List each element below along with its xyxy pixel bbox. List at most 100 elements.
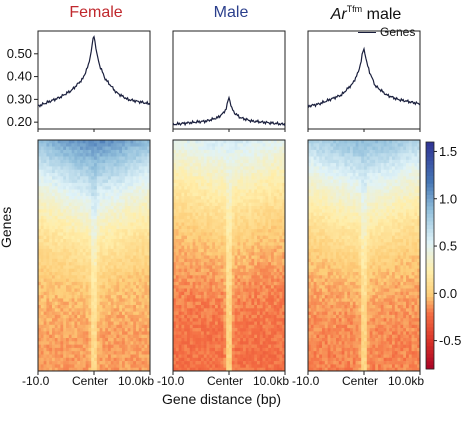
heatmap-cell [52, 206, 56, 210]
heatmap-cell [282, 258, 286, 263]
heatmap-cell [71, 239, 75, 243]
heatmap-cell [262, 255, 266, 260]
heatmap-cell [54, 295, 58, 299]
heatmap-cell [209, 298, 213, 302]
heatmap-cell [144, 338, 148, 342]
heatmap-cell [223, 291, 227, 296]
heatmap-cell [257, 275, 261, 279]
heatmap-cell [71, 156, 75, 161]
heatmap-cell [234, 186, 238, 190]
heatmap-cell [116, 311, 120, 316]
heatmap-cell [220, 239, 224, 243]
heatmap-cell [215, 239, 219, 243]
heatmap-cell [46, 209, 50, 213]
heatmap-cell [243, 166, 247, 170]
heatmap-cell [57, 331, 61, 335]
heatmap-cell [77, 192, 81, 197]
heatmap-cell [268, 222, 272, 227]
heatmap-cell [82, 321, 86, 326]
heatmap-cell [66, 285, 70, 289]
heatmap-cell [88, 361, 92, 365]
heatmap-cell [68, 268, 72, 273]
heatmap-cell [259, 153, 263, 157]
heatmap-cell [80, 357, 84, 362]
heatmap-cell [220, 219, 224, 223]
heatmap-cell [226, 281, 230, 286]
heatmap-cell [189, 308, 193, 312]
heatmap-cell [240, 281, 244, 286]
heatmap-cell [220, 153, 224, 157]
heatmap-cell [279, 258, 283, 263]
heatmap-cell [136, 311, 140, 316]
heatmap-cell [220, 179, 224, 184]
heatmap-cell [66, 235, 70, 240]
heatmap-cell [184, 301, 188, 306]
heatmap-cell [203, 248, 207, 253]
heatmap-cell [40, 351, 44, 355]
heatmap-cell [40, 295, 44, 299]
heatmap-cell [248, 265, 252, 269]
heatmap-cell [248, 222, 252, 227]
heatmap-cell [192, 229, 196, 233]
heatmap-cell [110, 324, 114, 329]
heatmap-cell [133, 159, 137, 164]
heatmap-cell [231, 268, 235, 273]
heatmap-cell [46, 328, 50, 332]
heatmap-cell [231, 153, 235, 157]
heatmap-cell [248, 215, 252, 220]
heatmap-cell [189, 239, 193, 243]
heatmap-cell [141, 143, 145, 147]
heatmap-cell [130, 278, 134, 283]
heatmap-cell [136, 143, 140, 147]
heatmap-cell [206, 245, 210, 250]
heatmap-cell [91, 278, 95, 283]
heatmap-cell [273, 219, 277, 223]
heatmap-cell [178, 278, 182, 283]
heatmap-cell [138, 189, 142, 194]
heatmap-cell [192, 288, 196, 293]
heatmap-cell [138, 219, 142, 223]
heatmap-cell [201, 298, 205, 302]
heatmap-cell [49, 143, 53, 147]
heatmap-cell [257, 209, 261, 213]
heatmap-cell [181, 311, 185, 316]
heatmap-cell [226, 239, 230, 243]
heatmap-cell [276, 308, 280, 312]
heatmap-cell [54, 229, 58, 233]
heatmap-cell [243, 179, 247, 184]
heatmap-cell [52, 338, 56, 342]
heatmap-cell [226, 186, 230, 190]
heatmap-cell [66, 258, 70, 263]
heatmap-cell [279, 291, 283, 296]
heatmap-cell [240, 314, 244, 319]
heatmap-cell [82, 209, 86, 213]
heatmap-cell [127, 311, 131, 316]
heatmap-cell [116, 321, 120, 326]
heatmap-cell [96, 308, 100, 312]
heatmap-cell [212, 295, 216, 299]
heatmap-cell [40, 272, 44, 276]
heatmap-cell [63, 364, 67, 368]
heatmap-cell [113, 143, 117, 147]
heatmap-cell [46, 232, 50, 236]
heatmap-cell [116, 245, 120, 250]
heatmap-cell [74, 341, 78, 345]
heatmap-cell [110, 341, 114, 345]
heatmap-cell [271, 242, 275, 246]
heatmap-cell [245, 268, 249, 273]
heatmap-cell [245, 308, 249, 312]
heatmap-cell [215, 301, 219, 306]
heatmap-cell [273, 186, 277, 190]
heatmap-cell [173, 149, 177, 154]
heatmap-cell [102, 192, 106, 197]
heatmap-cell [124, 298, 128, 302]
heatmap-cell [105, 301, 109, 306]
heatmap-cell [251, 305, 255, 309]
heatmap-cell [237, 143, 241, 147]
heatmap-cell [201, 202, 205, 207]
heatmap-cell [265, 265, 269, 269]
heatmap-cell [192, 212, 196, 217]
heatmap-cell [91, 255, 95, 260]
heatmap-cell [195, 166, 199, 170]
heatmap-cell [88, 341, 92, 345]
